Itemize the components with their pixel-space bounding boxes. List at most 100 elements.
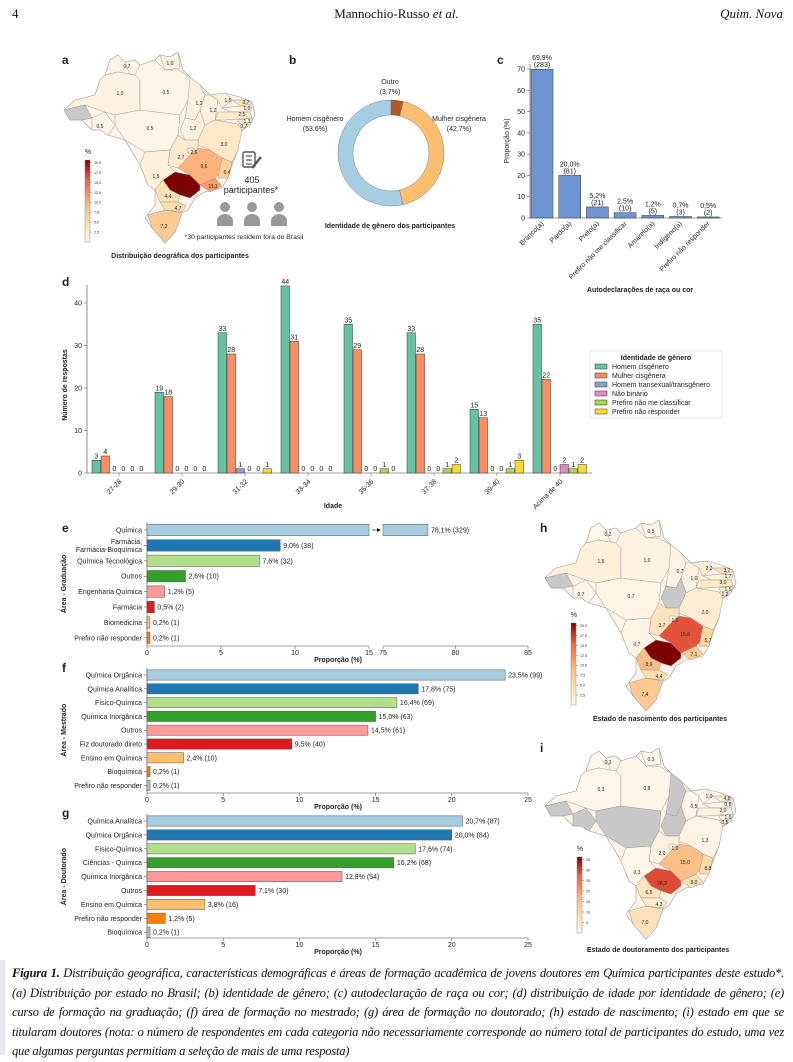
bar-value-label: 17,8% (75) (421, 686, 455, 693)
y-tick-label: 70 (517, 67, 525, 74)
state-value-label: 0,7 (628, 594, 635, 600)
legend-item: Prefiro não me classificar (612, 400, 691, 407)
legend-swatch (594, 408, 608, 415)
state-value-label: 15,0 (680, 860, 690, 866)
bar (163, 396, 173, 474)
category-label: Outros (121, 888, 143, 895)
category-label: Físico-Química (95, 846, 142, 853)
donut-slice (337, 99, 404, 207)
bar-value-label: 20,0% (84) (455, 832, 489, 839)
bar (469, 409, 479, 474)
state-value-label: 0,3 (634, 870, 641, 876)
bar-value-label: 0 (328, 466, 332, 473)
state-value-label: 21,6 (176, 185, 186, 191)
state-value-label: 0,8 (644, 786, 651, 792)
bar (146, 697, 398, 708)
y-tick-label: 30 (74, 343, 82, 350)
y-axis-label: Proporção (%) (504, 118, 511, 163)
x-axis-label: Proporção (%) (314, 657, 362, 664)
state-region (680, 873, 704, 889)
state-region (712, 567, 734, 575)
x-tick-label: 5 (221, 797, 225, 804)
bar-value-label: 22 (542, 373, 550, 380)
bar-value-label: 35 (533, 317, 541, 324)
x-axis-label: Autodeclarações de raça ou cor (587, 287, 693, 294)
state-value-label: 2,0 (659, 851, 666, 857)
bar (289, 341, 299, 474)
bar-value-label: 0,2% (1) (153, 930, 179, 937)
x-axis-label: Proporção (%) (314, 804, 362, 811)
x-tick-label: 35-36 (358, 478, 376, 496)
bar (451, 464, 461, 474)
state-value-label: 1,0 (725, 815, 732, 821)
y-tick-label: 50 (517, 109, 525, 116)
colorbar-tick-label: 2,5 (580, 694, 585, 698)
bar (559, 464, 569, 474)
state-value-label: 4,4 (165, 194, 172, 200)
legend-item: Homem cisgênero (612, 364, 669, 371)
bar-value-label: 0,2% (1) (153, 769, 179, 776)
state-region (544, 800, 574, 817)
bar-value-label: 0 (436, 466, 440, 473)
bar-value-label: 0,5% (2) (157, 605, 183, 612)
state-value-label: 3,7 (243, 100, 250, 106)
bar-value-label: 13 (479, 411, 487, 418)
bar-count-label: (5) (649, 208, 658, 215)
bar-count-label: (283) (534, 62, 550, 69)
bar (146, 843, 416, 855)
person-head (247, 202, 257, 212)
panel-label: b (289, 53, 296, 67)
state-value-label: 3,0 (720, 580, 727, 586)
bar-value-label: 1 (265, 462, 269, 469)
bar-value-label: 17,6% (74) (418, 846, 452, 853)
y-tick-label: 40 (517, 130, 525, 137)
state-region (640, 519, 662, 539)
slice-name: Mulher cisgênera (432, 116, 486, 123)
bar (146, 899, 206, 910)
state-value-label: 0,3 (648, 757, 655, 763)
bar-value-label: 0 (301, 466, 305, 473)
category-label: Biomedicina (104, 620, 142, 627)
bar-value-label: 1,2% (645, 201, 661, 208)
x-tick-label: 0 (145, 942, 149, 949)
y-tick-label: 20 (517, 173, 525, 180)
state-value-label: 1,5 (725, 587, 732, 593)
bar-value-label: 0 (202, 466, 206, 473)
bar-value-label: 2 (454, 458, 458, 465)
bar-value-label: 14,5% (61) (371, 728, 405, 735)
state-value-label: 0,3 (598, 787, 605, 793)
state-value-label: 0,5 (648, 529, 655, 535)
state-value-label: 0,7 (634, 642, 641, 648)
colorbar-tick-label: 10,0 (94, 201, 101, 205)
colorbar-tick-label: 20,0 (94, 161, 101, 165)
bar-value-label: 69,9% (532, 55, 552, 62)
bar-value-label: 0 (139, 466, 143, 473)
state-region (572, 807, 597, 832)
x-tick-label: 15 (365, 650, 373, 657)
y-tick-label: 20 (74, 386, 82, 393)
bar (146, 738, 293, 750)
state-region (702, 801, 734, 809)
person-icon (217, 202, 233, 226)
state-value-label: 3,7 (659, 623, 666, 629)
state-value-label: 0,5 (163, 90, 170, 96)
state-region (690, 788, 714, 805)
colorbar-tick-label: 5 (586, 921, 588, 925)
state-value-label: 21,2 (657, 653, 667, 659)
x-tick-label: Pardo(a) (549, 220, 573, 244)
state-value-label: 2,0 (702, 610, 709, 616)
panel-label: h (540, 521, 547, 535)
category-label: Química Inorgânica (81, 874, 142, 881)
state-region (640, 747, 662, 767)
panel-label: g (62, 806, 69, 820)
x-tick-label: 33-34 (295, 478, 313, 496)
state-value-label: 6,5 (646, 890, 653, 896)
category-label: Prefiro não responder (74, 916, 142, 923)
state-value-label: 0,2 (605, 532, 612, 538)
category-label: Química Tecnológica (77, 558, 142, 565)
person-body (271, 214, 287, 226)
bar (146, 926, 151, 938)
state-region (718, 813, 734, 821)
state-value-label: 3,0 (221, 142, 228, 148)
person-body (244, 214, 260, 226)
